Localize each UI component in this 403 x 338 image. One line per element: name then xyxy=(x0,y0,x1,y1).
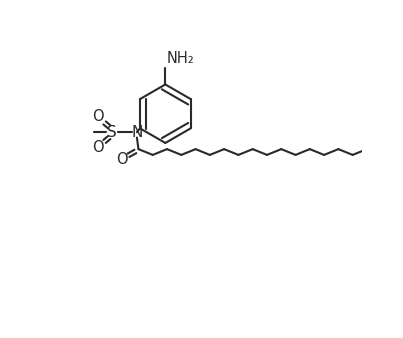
Text: NH₂: NH₂ xyxy=(167,51,195,66)
Text: S: S xyxy=(108,125,117,140)
Text: O: O xyxy=(92,140,104,155)
Text: N: N xyxy=(131,125,143,140)
Text: O: O xyxy=(92,109,104,124)
Text: O: O xyxy=(116,152,127,167)
